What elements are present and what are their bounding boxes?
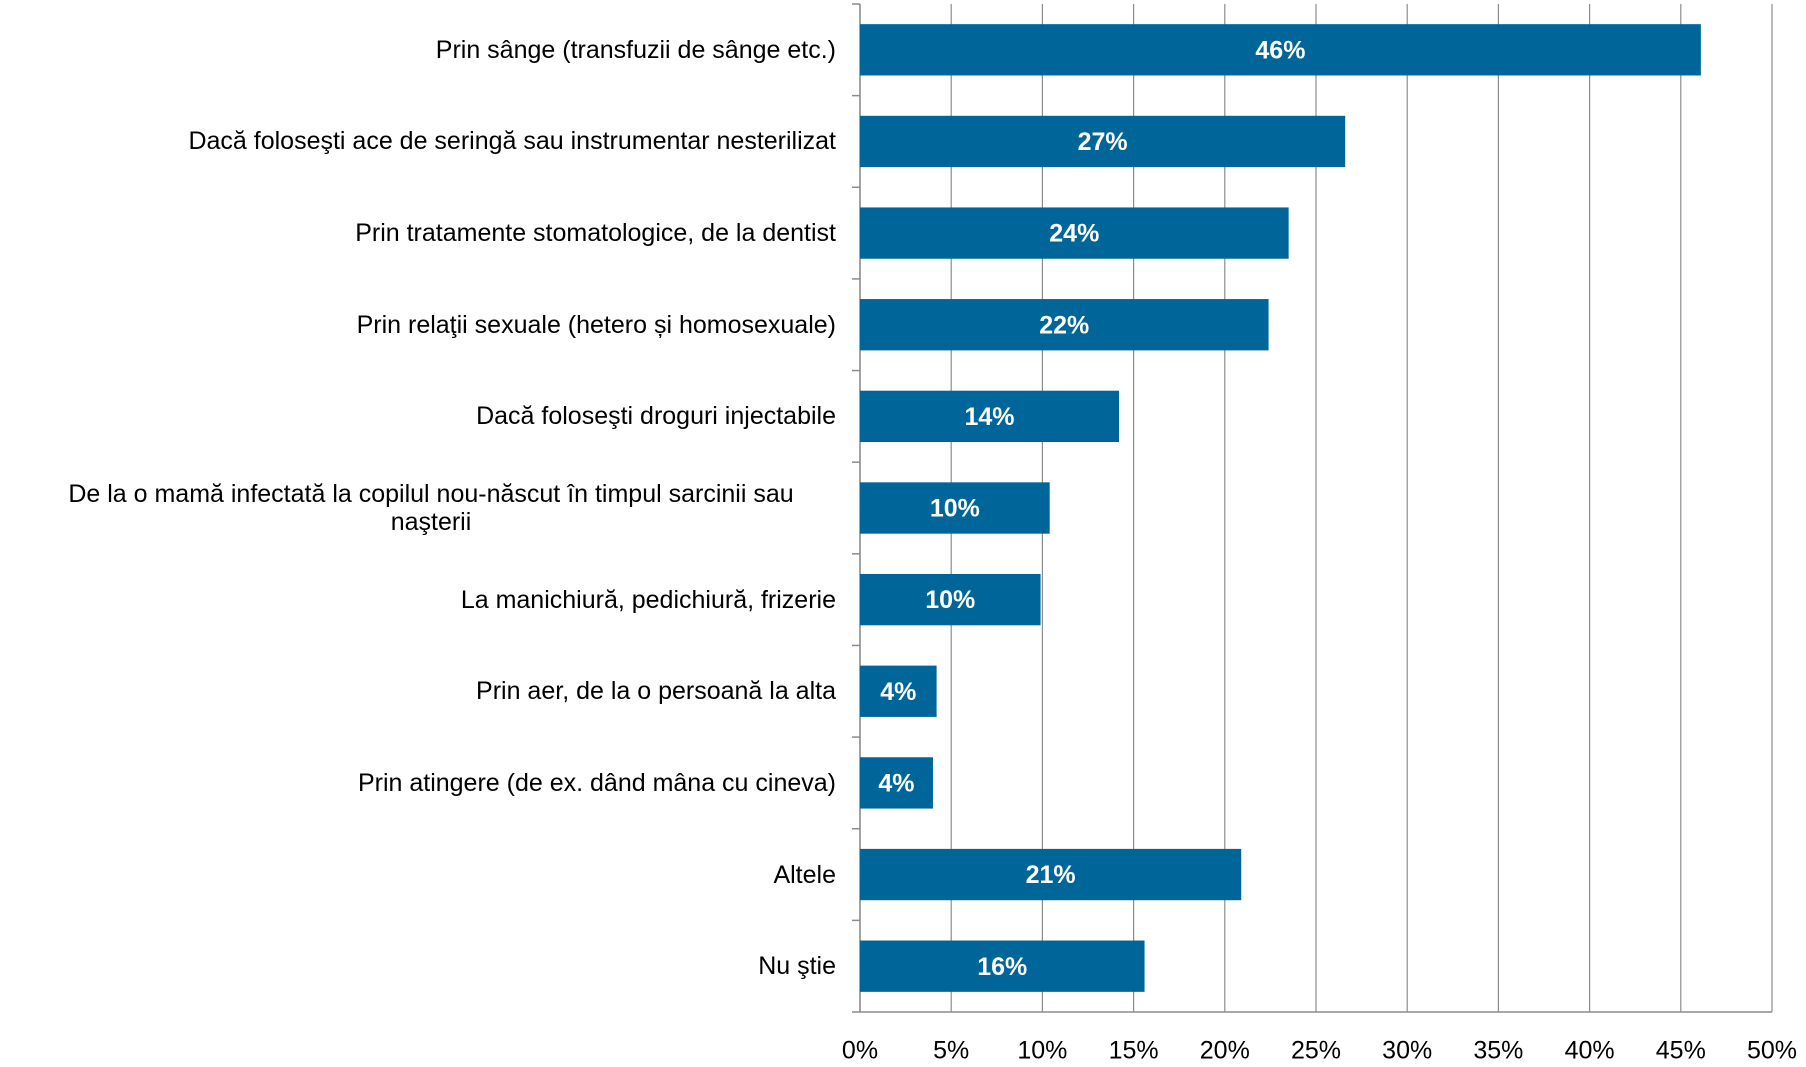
data-label: 10% [930,495,980,523]
bar [860,482,1050,534]
data-label: 22% [1039,311,1089,339]
y-tick-label: Dacă foloseşti droguri injectabile [0,402,836,430]
category-text: De la o mamă infectată la copilul nou-nă… [68,480,794,536]
category-text: Prin aer, de la o persoană la alta [476,677,836,706]
data-label: 46% [1255,36,1305,64]
y-tick-label: Prin tratamente stomatologice, de la den… [0,219,836,247]
bar [860,757,933,809]
data-label: 16% [977,953,1027,981]
x-tick-label: 35% [1473,1037,1523,1065]
x-tick-label: 0% [842,1037,878,1065]
category-text: Prin atingere (de ex. dând mâna cu cinev… [357,768,836,797]
y-tick-label: Prin relaţii sexuale (hetero și homosexu… [0,311,836,339]
data-label: 27% [1078,128,1128,156]
bar [860,207,1289,259]
bar [860,573,1041,626]
category-text: Prin sânge (transfuzii de sânge etc.) [435,35,836,64]
data-label: 10% [925,586,975,614]
x-tick-label: 30% [1382,1037,1432,1065]
y-tick-label: Prin sânge (transfuzii de sânge etc.) [0,36,836,64]
x-tick-label: 50% [1747,1037,1797,1065]
x-tick-label: 10% [1017,1037,1067,1065]
bar [860,115,1346,168]
bar [860,940,1145,992]
data-label: 24% [1049,220,1099,248]
x-tick-label: 5% [933,1037,969,1065]
category-text: Altele [773,860,836,889]
data-label: 14% [964,403,1014,431]
x-tick-label: 20% [1200,1037,1250,1065]
y-tick-label: Dacă foloseşti ace de seringă sau instru… [0,127,836,155]
category-text: La manichiură, pedichiură, frizerie [460,585,836,614]
bar [860,24,1701,76]
bar [860,390,1120,443]
bar [860,848,1242,901]
x-tick-label: 25% [1291,1037,1341,1065]
data-label: 4% [880,678,916,706]
x-tick-label: 15% [1109,1037,1159,1065]
y-tick-label: Prin aer, de la o persoană la alta [0,677,836,705]
data-label: 21% [1026,861,1076,889]
y-tick-label: Prin atingere (de ex. dând mâna cu cinev… [0,769,836,797]
category-text: Dacă foloseşti ace de seringă sau instru… [188,127,836,156]
y-tick-label: De la o mamă infectată la copilul nou-nă… [0,480,836,536]
x-tick-label: 40% [1565,1037,1615,1065]
y-tick-label: Nu ştie [0,952,836,980]
x-tick-label: 45% [1656,1037,1706,1065]
category-text: Nu ştie [758,952,836,981]
y-tick-label: La manichiură, pedichiură, frizerie [0,586,836,614]
bar [860,665,937,717]
category-text: Prin tratamente stomatologice, de la den… [355,219,836,248]
y-tick-label: Altele [0,861,836,889]
data-label: 4% [878,770,914,798]
bar [860,299,1269,351]
category-text: Dacă foloseşti droguri injectabile [476,402,836,431]
category-text: Prin relaţii sexuale (hetero și homosexu… [356,310,836,339]
